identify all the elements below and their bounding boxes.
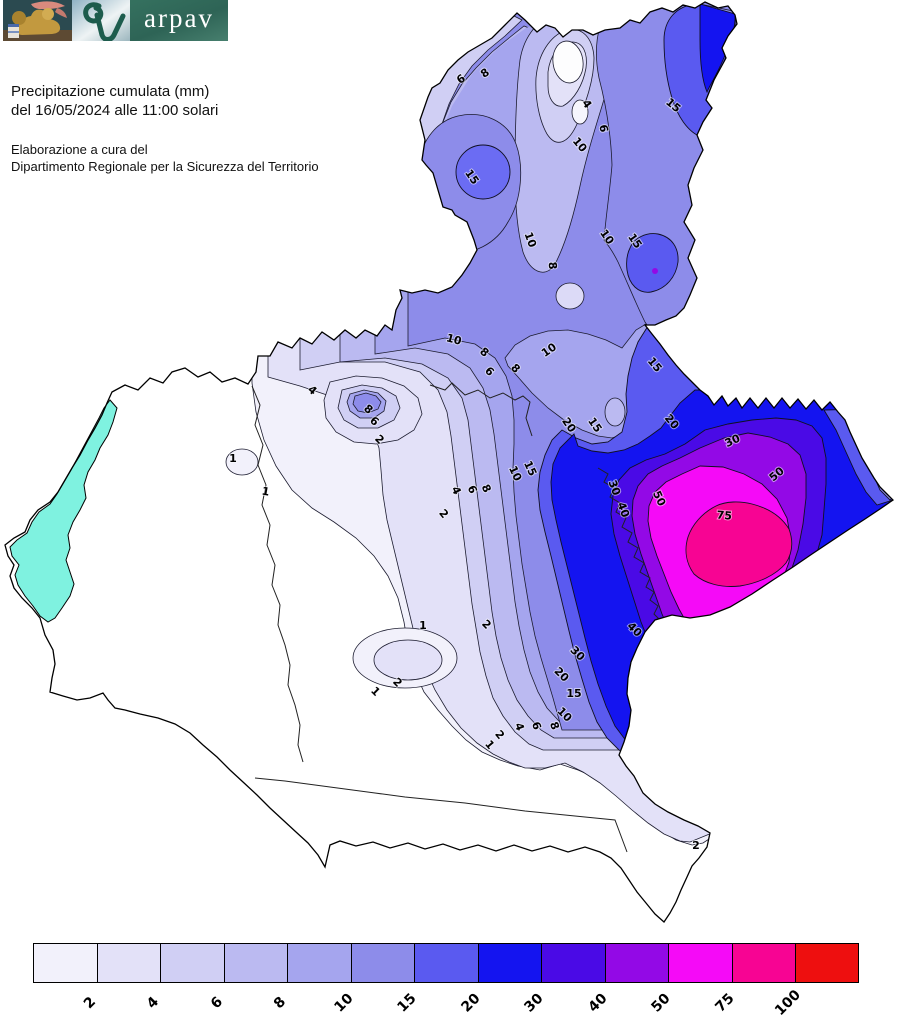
color-scale-cell (96, 943, 161, 983)
belluno-light-oval (555, 282, 585, 310)
contour-label: 15 (566, 687, 581, 700)
ne-corner-20 (699, 3, 736, 94)
contour-label: 40 (615, 500, 633, 519)
precipitation-bands (225, 2, 893, 853)
north-minimum-2 (571, 99, 589, 125)
contour-label: 30 (606, 478, 624, 497)
province-boundary-treviso (429, 382, 533, 437)
subtitle-line-2: Dipartimento Regionale per la Sicurezza … (11, 159, 319, 174)
este-oval-2 (373, 639, 443, 681)
agordino-core-15 (455, 144, 511, 200)
ring-75 (685, 501, 793, 587)
contour-label: 1 (261, 484, 271, 498)
lessinia-patch-8 (352, 392, 382, 414)
color-scale-cell (795, 943, 859, 983)
contour-label: 1 (419, 619, 427, 632)
contour-label: 1 (229, 452, 237, 465)
lion-of-st-mark-logo-icon (3, 0, 72, 41)
color-scale-cell (223, 943, 288, 983)
province-boundary-venezia (597, 467, 661, 629)
color-scale-cell (160, 943, 225, 983)
cansiglio-blob (626, 233, 679, 293)
map-title: Precipitazione cumulata (mm) del 16/05/2… (11, 82, 218, 120)
color-scale-cell (541, 943, 606, 983)
map-subtitle: Elaborazione a cura del Dipartimento Reg… (11, 141, 319, 175)
color-scale-cell (477, 943, 542, 983)
title-line-2: del 16/05/2024 alle 11:00 solari (11, 102, 219, 119)
treviso-minimum-core (604, 397, 626, 427)
color-scale-cell (350, 943, 415, 983)
contour-label: 10 (445, 331, 463, 348)
arpav-bird-logo-icon (72, 0, 130, 41)
west-1mm-oval (225, 448, 259, 476)
province-boundary-verona-vicenza (251, 385, 304, 763)
arpav-wordmark-block: arpav (130, 0, 228, 41)
color-scale-cell (731, 943, 796, 983)
region-outline (4, 1, 895, 923)
subtitle-line-1: Elaborazione a cura del (11, 142, 148, 157)
color-scale-cell (33, 943, 98, 983)
contour-label: 8 (546, 261, 560, 270)
color-scale-cell (414, 943, 479, 983)
contour-label: 75 (716, 508, 732, 522)
cansiglio-peak-dot (652, 268, 658, 274)
color-scale-cell (604, 943, 669, 983)
contour-label: 2 (692, 839, 700, 852)
north-minimum (552, 40, 584, 84)
contour-label: 10 (522, 230, 540, 249)
title-line-1: Precipitazione cumulata (mm) (11, 83, 210, 100)
province-boundary-adige (254, 777, 628, 853)
color-scale-cell (287, 943, 352, 983)
color-scale-cell (668, 943, 733, 983)
arpav-wordmark: arpav (144, 3, 214, 33)
